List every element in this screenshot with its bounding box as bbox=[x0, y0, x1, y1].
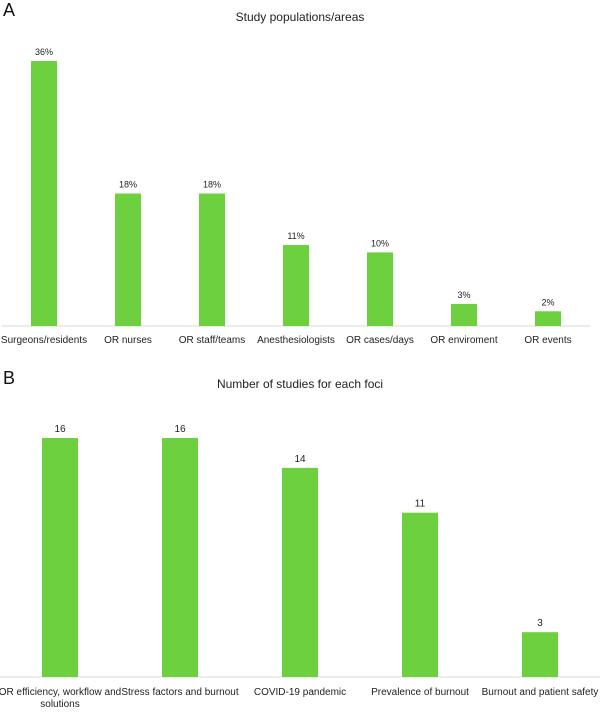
chart-panel-b: B Number of studies for each foci 16 OR e… bbox=[0, 368, 600, 712]
chart-a-data-label: 3% bbox=[457, 290, 470, 300]
chart-b-bar bbox=[162, 438, 198, 677]
chart-a-tick-label: OR cases/days bbox=[346, 335, 414, 346]
chart-a-bar bbox=[367, 252, 393, 326]
chart-b-data-label: 16 bbox=[174, 424, 186, 435]
bar-chart-a: 36% Surgeons/residents 18% OR nurses 18% OR s… bbox=[1, 47, 590, 346]
chart-b-data-label: 3 bbox=[537, 618, 543, 629]
chart-a-data-label: 10% bbox=[371, 238, 389, 248]
chart-panel-a: A Study populations/areas 36% Surgeons/re… bbox=[0, 0, 600, 350]
chart-a-bar bbox=[115, 193, 141, 326]
chart-a-data-label: 18% bbox=[203, 180, 221, 190]
chart-b-tick-label: Prevalence of burnout bbox=[371, 687, 469, 698]
chart-a-data-label: 18% bbox=[119, 180, 137, 190]
chart-a-tick-label: OR enviroment bbox=[430, 335, 497, 346]
chart-title-b: Number of studies for each foci bbox=[216, 377, 384, 391]
chart-a-bar bbox=[535, 311, 561, 326]
chart-b-tick-label: Stress factors and burnout bbox=[121, 687, 239, 698]
chart-b-bar bbox=[402, 512, 438, 677]
chart-b-data-label: 11 bbox=[415, 499, 426, 510]
chart-b-tick-label: Burnout and patient safety bbox=[482, 687, 599, 698]
panel-letter-a: A bbox=[3, 0, 16, 20]
chart-b-data-label: 14 bbox=[294, 454, 306, 465]
chart-a-data-label: 2% bbox=[541, 297, 554, 307]
bar-chart-b: 16 OR efficiency, workflow and solutions 16… bbox=[0, 424, 600, 710]
chart-a-bar bbox=[451, 303, 477, 326]
chart-a-bar bbox=[283, 245, 309, 326]
panel-letter-b: B bbox=[3, 368, 16, 388]
chart-a-tick-label: Anesthesiologists bbox=[257, 335, 335, 346]
chart-a-bar bbox=[31, 61, 57, 326]
chart-a-tick-label: OR nurses bbox=[104, 335, 152, 346]
chart-a-bar bbox=[199, 193, 225, 326]
chart-b-bar bbox=[282, 467, 318, 677]
chart-a-tick-label: Surgeons/residents bbox=[1, 335, 87, 346]
chart-b-bar bbox=[522, 632, 558, 677]
chart-b-tick-label: COVID-19 pandemic bbox=[254, 687, 346, 698]
chart-a-tick-label: OR events bbox=[524, 335, 571, 346]
chart-a-data-label: 11% bbox=[287, 231, 304, 241]
chart-title-a: Study populations/areas bbox=[235, 10, 365, 24]
chart-a-data-label: 36% bbox=[35, 47, 53, 57]
chart-b-data-label: 16 bbox=[54, 424, 66, 435]
chart-a-tick-label: OR staff/teams bbox=[179, 335, 246, 346]
chart-b-tick-label: OR efficiency, workflow and solutions bbox=[0, 687, 121, 710]
chart-b-bar bbox=[42, 438, 78, 677]
